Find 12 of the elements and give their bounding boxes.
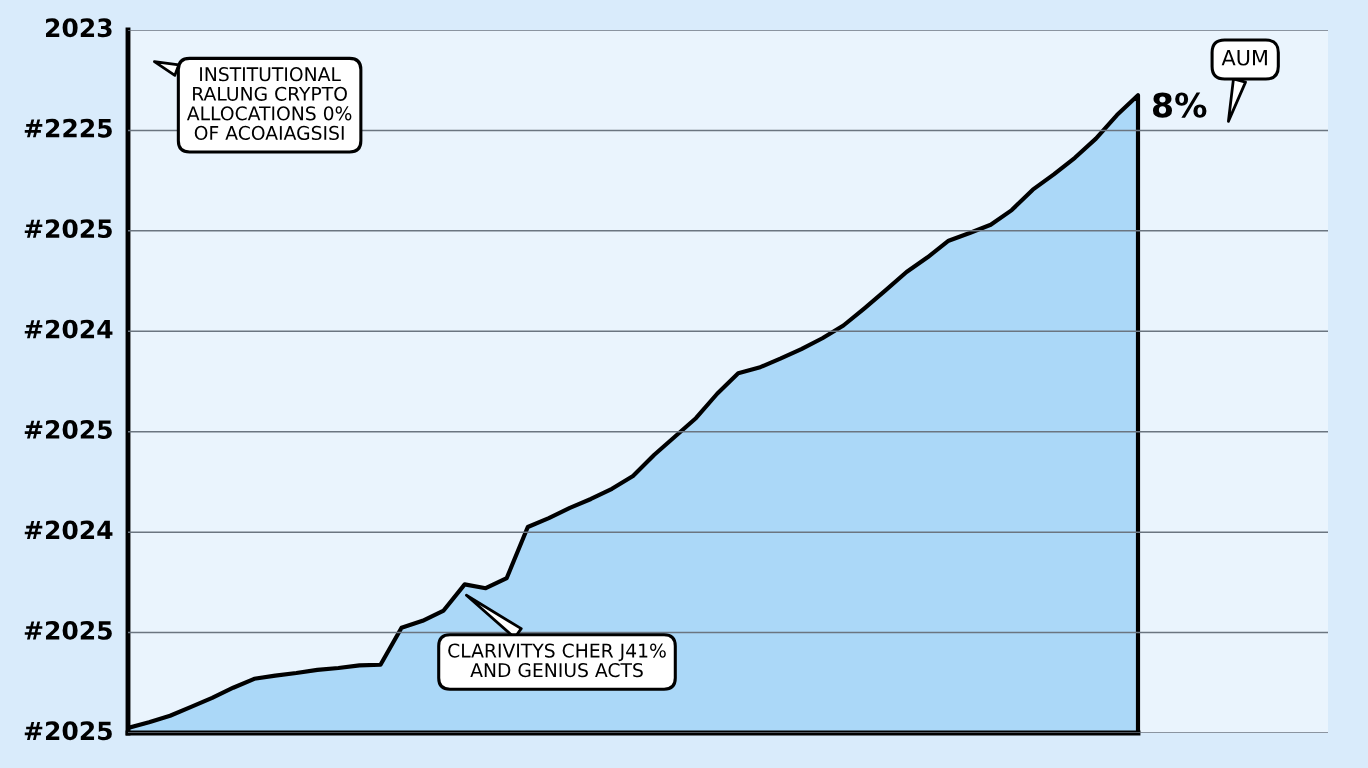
text: #2025 [24,219,112,239]
text: #2025 [24,721,112,741]
text: AUM [1221,50,1267,66]
annotation: INSTITUTIONAL RALUNG CRYPTO ALLOCATIONS 0% OF ACOAIAGSISI [186,67,352,141]
text: #2025 [24,420,112,439]
text: #2024 [24,520,113,540]
text: #2025 [24,620,112,640]
text: 2023 [46,18,112,38]
text: #2024 [24,319,113,339]
annotation: CLARIVITYS CHER J41% AND GENIUS ACTS [448,643,666,678]
text: #2225 [24,118,112,138]
text: 8% [1152,92,1207,118]
